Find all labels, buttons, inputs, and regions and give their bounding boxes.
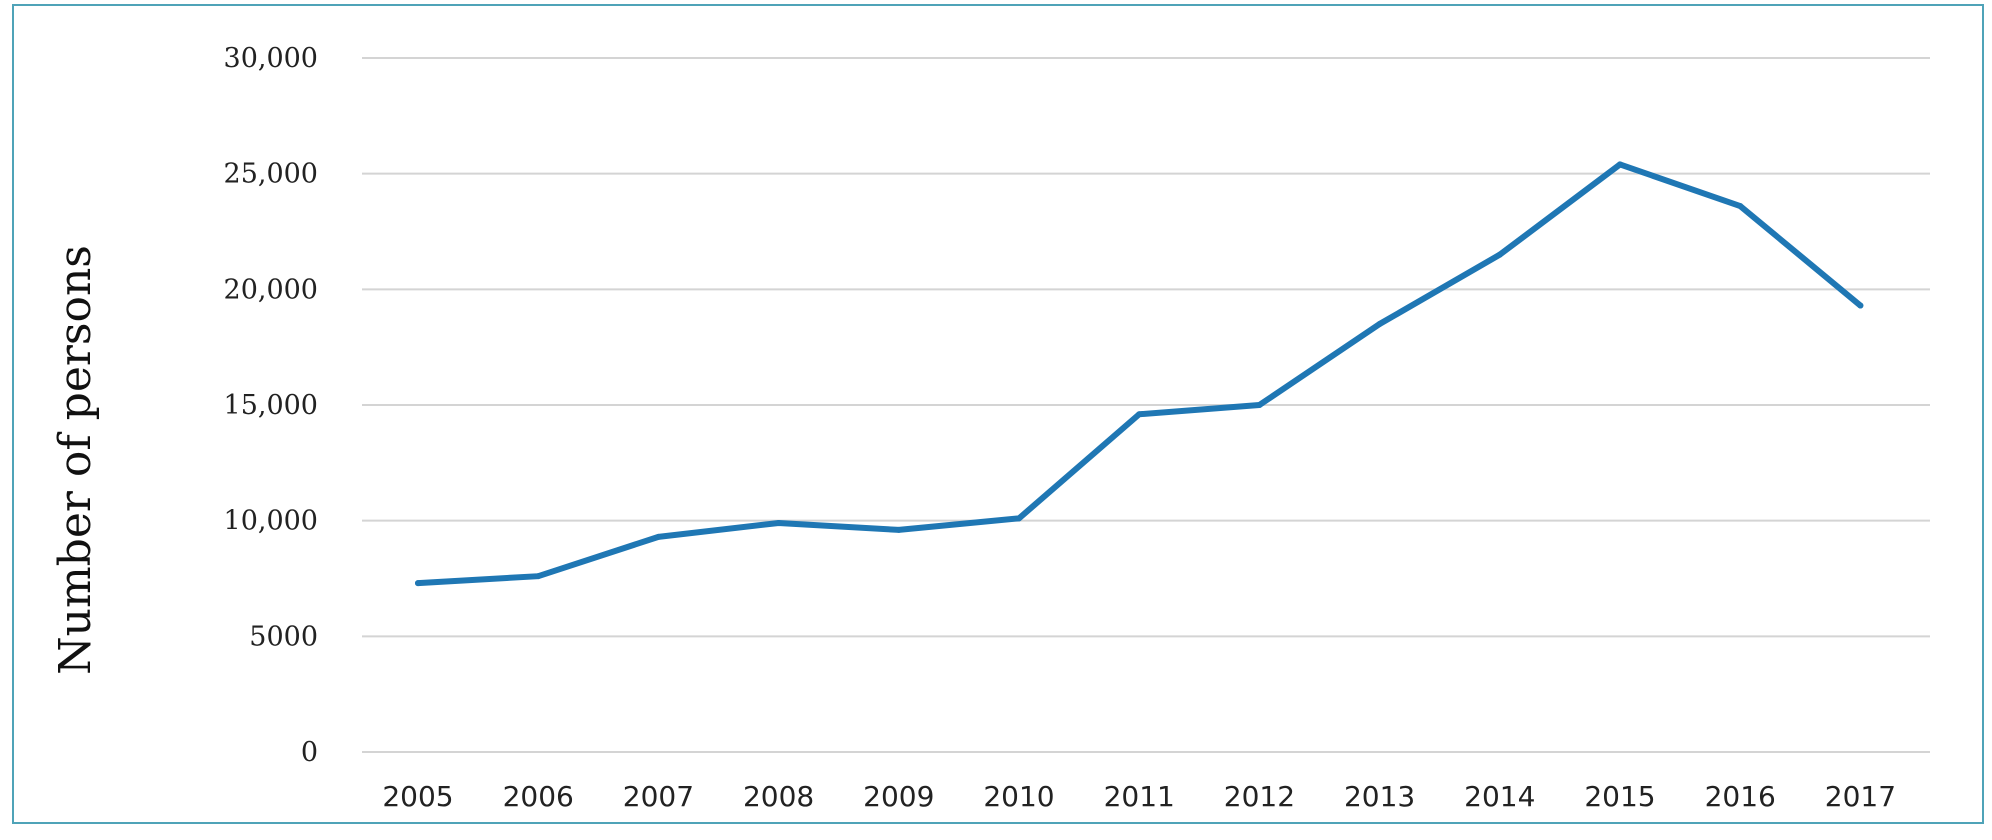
x-tick-label: 2012 [1224, 780, 1295, 813]
data-point [775, 519, 782, 526]
data-point [1256, 402, 1263, 408]
data-point [1737, 203, 1744, 210]
x-tick-label: 2011 [1104, 780, 1175, 813]
grid-lines [362, 57, 1930, 753]
x-tick-label: 2015 [1584, 780, 1655, 813]
y-tick-label: 10,000 [224, 506, 318, 537]
x-tick-label: 2016 [1705, 780, 1776, 813]
series-layer [415, 161, 1864, 587]
y-tick-label: 5000 [249, 621, 318, 652]
data-point [1136, 411, 1143, 418]
y-axis-label: Number of persons [50, 245, 101, 675]
x-tick-label: 2009 [863, 780, 934, 813]
y-tick-label: 30,000 [224, 43, 318, 74]
x-tick-label: 2010 [983, 780, 1054, 813]
data-point [1496, 251, 1503, 258]
x-tick-label: 2005 [382, 780, 453, 813]
data-point [415, 580, 421, 587]
x-axis-ticks: 2005 2006 2007 2008 2009 2010 2011 2012 2013 2014… [382, 780, 1896, 813]
x-tick-label: 2013 [1344, 780, 1415, 813]
data-point [1617, 161, 1623, 168]
y-tick-label: 0 [301, 737, 318, 768]
y-tick-label: 25,000 [224, 159, 318, 190]
data-point [1857, 302, 1864, 309]
data-point [655, 533, 662, 540]
data-point [1376, 321, 1383, 328]
y-tick-label: 20,000 [224, 274, 318, 305]
data-point [895, 526, 902, 533]
x-tick-label: 2007 [623, 780, 694, 813]
x-tick-label: 2008 [743, 780, 814, 813]
y-axis-ticks: 0 5000 10,000 15,000 20,000 25,000 30,000 [224, 43, 318, 768]
x-tick-label: 2006 [503, 780, 574, 813]
x-tick-label: 2017 [1825, 780, 1896, 813]
data-point [1016, 515, 1022, 522]
y-tick-label: 15,000 [224, 390, 318, 421]
data-point [535, 573, 542, 580]
chart-frame [12, 4, 1984, 824]
x-tick-label: 2014 [1464, 780, 1535, 813]
